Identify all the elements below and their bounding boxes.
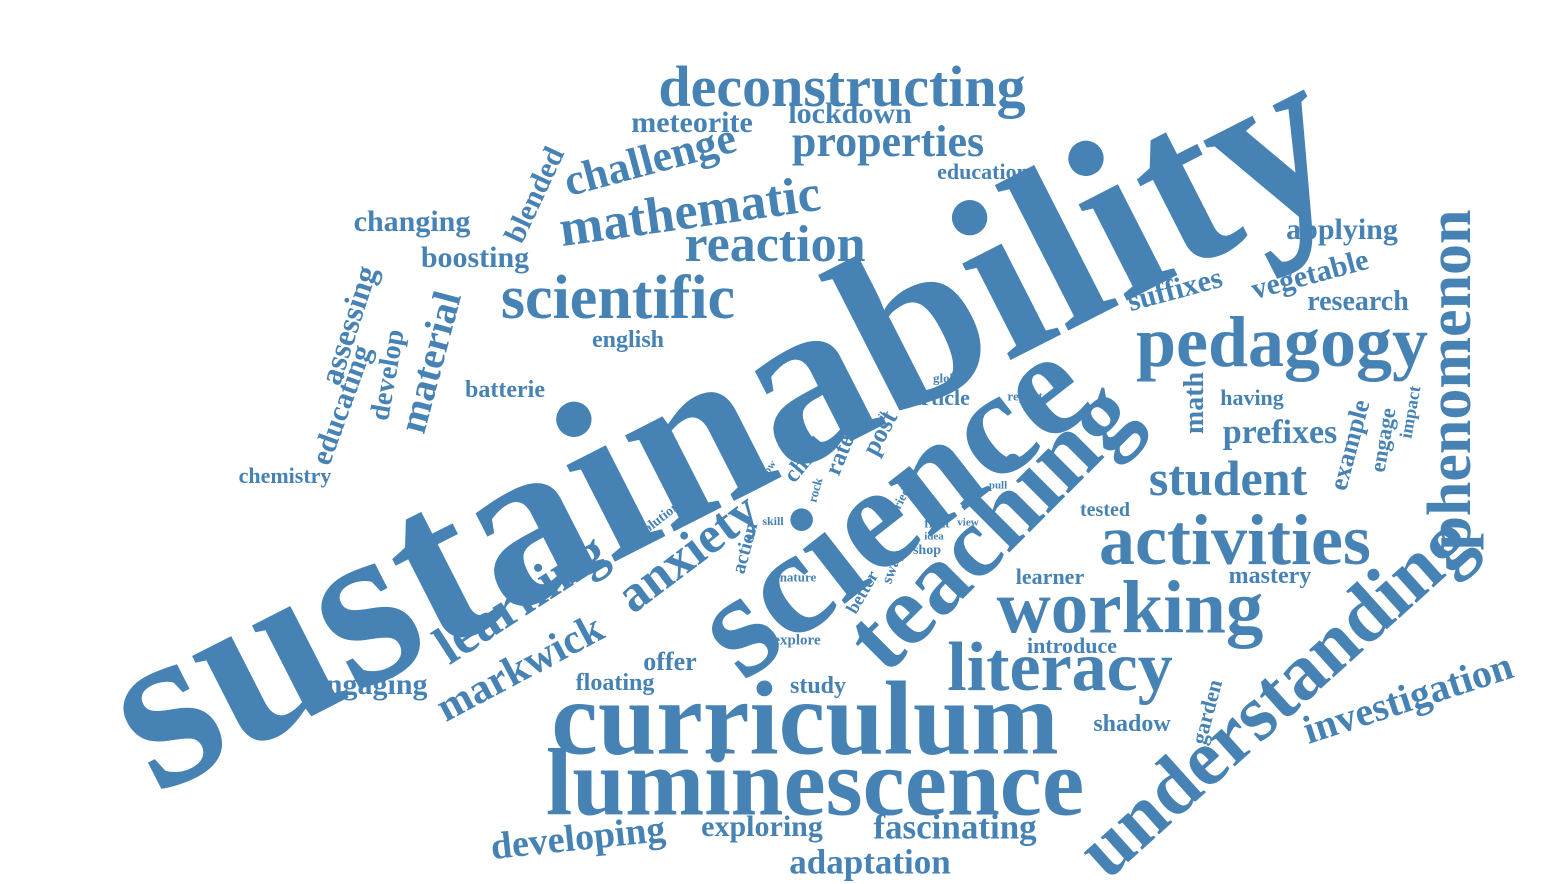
word-prefixes: prefixes <box>1223 416 1338 450</box>
word-skill: skill <box>762 515 783 527</box>
word-changing: changing <box>354 207 471 237</box>
word-learner: learner <box>1016 566 1084 588</box>
word-idea: idea <box>924 532 944 543</box>
word-report: report <box>1007 390 1042 403</box>
word-article: article <box>910 387 970 409</box>
word-english: english <box>592 328 664 352</box>
word-reaction: reaction <box>685 219 866 271</box>
word-math: math <box>1181 372 1209 434</box>
word-education: education <box>937 161 1029 183</box>
word-tested: tested <box>1080 500 1130 520</box>
word-student: student <box>1149 453 1307 503</box>
word-meteorite: meteorite <box>631 108 753 138</box>
word-adaptation: adaptation <box>789 845 950 880</box>
word-having: having <box>1220 387 1284 409</box>
word-floating: floating <box>576 671 655 695</box>
word-pull: pull <box>989 481 1007 492</box>
word-fruit: fruit <box>924 517 949 530</box>
word-engaging: engaging <box>312 670 427 700</box>
word-part: part <box>839 426 861 438</box>
word-nature: nature <box>780 571 817 584</box>
word-lockdown: lockdown <box>788 99 911 129</box>
word-shop: shop <box>913 544 941 558</box>
word-fascinating: fascinating <box>873 810 1036 845</box>
word-exploring: exploring <box>701 812 823 842</box>
word-shadow: shadow <box>1093 712 1170 736</box>
word-global: global <box>933 372 967 385</box>
word-developing: developing <box>489 810 667 866</box>
word-research: research <box>1307 288 1409 316</box>
word-chemistry: chemistry <box>239 465 332 487</box>
word-batterie: batterie <box>465 378 545 402</box>
word-boosting: boosting <box>421 243 529 273</box>
word-introduce: introduce <box>1027 635 1117 657</box>
word-explore: explore <box>773 634 820 649</box>
word-mastery: mastery <box>1229 564 1312 588</box>
word-scientific: scientific <box>501 267 735 329</box>
word-view: view <box>957 518 978 529</box>
word-study: study <box>790 674 846 698</box>
word-phenomenon: phenomenon <box>1419 209 1481 550</box>
word-applying: applying <box>1286 215 1398 245</box>
